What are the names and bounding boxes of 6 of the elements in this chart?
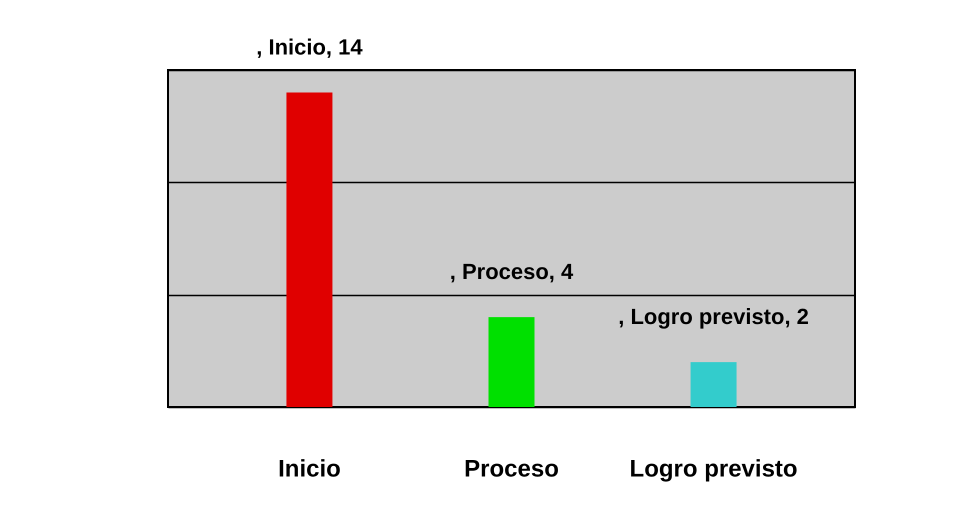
x-tick-label: Inicio: [278, 456, 341, 482]
data-label: , Inicio, 14: [256, 34, 364, 60]
data-label: , Proceso, 4: [450, 259, 574, 284]
x-tick-label: Logro previsto: [630, 456, 798, 482]
x-tick-label: Proceso: [464, 456, 559, 482]
data-label: , Logro previsto, 2: [618, 304, 809, 330]
